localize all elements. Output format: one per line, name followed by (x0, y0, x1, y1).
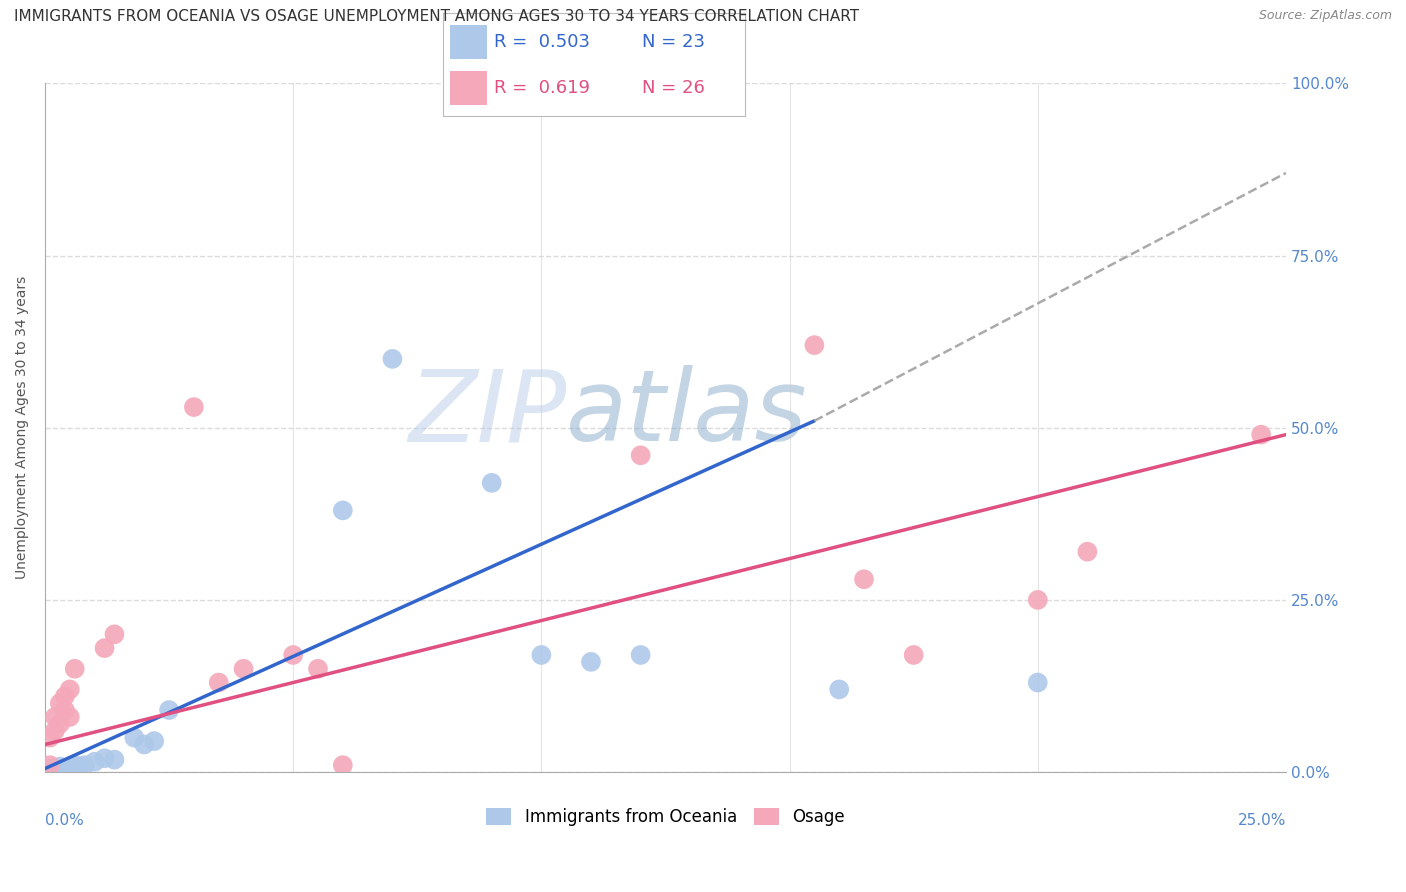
Point (1250, 427, 1272, 442)
Point (903, 648, 925, 662)
Point (63, 662, 86, 676)
Point (630, 648, 652, 662)
Point (157, 703, 180, 717)
Point (53, 690, 76, 704)
Point (73, 758, 96, 772)
Point (39, 762, 62, 776)
Bar (450, 70, 486, 104)
Point (1076, 544, 1098, 558)
Point (59, 759, 82, 773)
Point (579, 655, 602, 669)
Point (69, 759, 91, 773)
Point (39, 731, 62, 745)
Point (103, 753, 125, 767)
Text: atlas: atlas (567, 366, 808, 462)
Text: N = 26: N = 26 (643, 78, 706, 96)
Point (283, 648, 305, 662)
Y-axis label: Unemployment Among Ages 30 to 34 years: Unemployment Among Ages 30 to 34 years (15, 277, 30, 580)
Point (208, 675, 231, 690)
Point (59, 682, 82, 697)
Text: Source: ZipAtlas.com: Source: ZipAtlas.com (1258, 9, 1392, 22)
Point (44, 723, 66, 738)
Point (83, 755, 105, 769)
Text: 25.0%: 25.0% (1237, 814, 1286, 829)
Point (381, 351, 404, 366)
Point (143, 734, 166, 748)
Point (59, 710, 82, 724)
Point (332, 758, 354, 772)
Point (481, 475, 503, 490)
Point (630, 448, 652, 462)
Point (49, 716, 72, 731)
Point (49, 759, 72, 773)
Point (93, 751, 115, 765)
Point (332, 503, 354, 517)
Point (63, 758, 86, 772)
Point (53, 703, 76, 717)
Text: ZIP: ZIP (408, 366, 567, 462)
Bar (450, 25, 486, 59)
Text: N = 23: N = 23 (643, 33, 706, 51)
Point (183, 400, 205, 414)
Point (44, 710, 66, 724)
Legend: Immigrants from Oceania, Osage: Immigrants from Oceania, Osage (479, 801, 851, 832)
Point (49, 696, 72, 710)
Point (93, 641, 115, 656)
Point (1026, 675, 1049, 690)
Point (103, 627, 125, 641)
Point (232, 662, 254, 676)
Point (53, 762, 76, 776)
Point (39, 758, 62, 772)
Point (1026, 593, 1049, 607)
Point (530, 648, 553, 662)
Text: IMMIGRANTS FROM OCEANIA VS OSAGE UNEMPLOYMENT AMONG AGES 30 TO 34 YEARS CORRELAT: IMMIGRANTS FROM OCEANIA VS OSAGE UNEMPLO… (14, 9, 859, 24)
Point (307, 662, 329, 676)
Text: R =  0.619: R = 0.619 (495, 78, 591, 96)
Text: 0.0%: 0.0% (45, 814, 84, 829)
Point (134, 738, 156, 752)
Point (853, 572, 876, 586)
Point (124, 731, 146, 745)
Text: R =  0.503: R = 0.503 (495, 33, 591, 51)
Point (828, 682, 851, 697)
Point (803, 338, 825, 352)
Point (44, 762, 66, 776)
